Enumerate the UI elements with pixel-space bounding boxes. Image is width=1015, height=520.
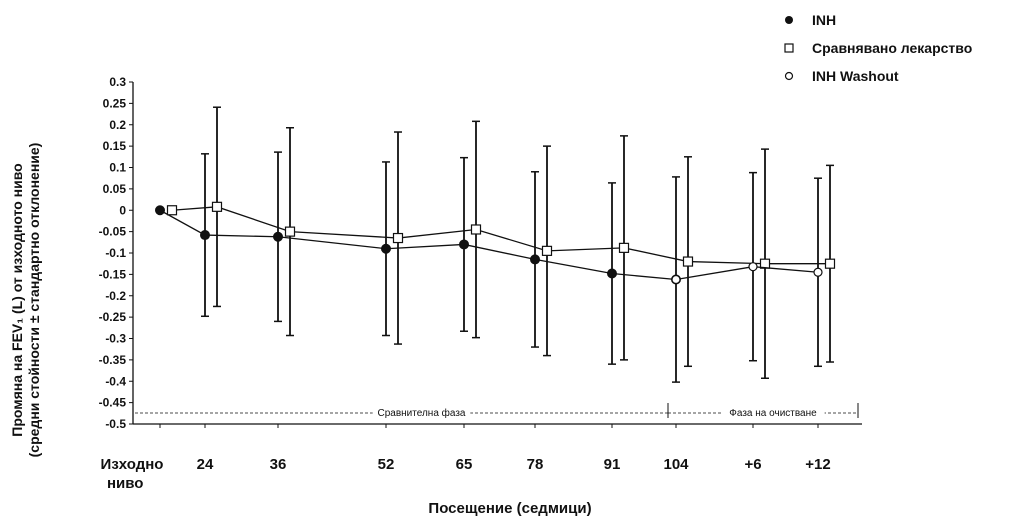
y-tick-label: -0.2 <box>105 289 126 303</box>
point-open-square <box>284 226 296 237</box>
series-line-filled-circle <box>159 209 677 281</box>
point-open-square <box>682 256 694 267</box>
point-open-square <box>541 245 553 256</box>
point-filled-circle <box>200 230 210 241</box>
y-tick-label: 0.2 <box>109 118 126 132</box>
y-axis-label-line-2: (средни стойности ± стандартно отклонени… <box>26 143 42 458</box>
series-line-open-circle <box>675 266 819 281</box>
point-open-circle <box>671 274 681 285</box>
x-tick-label: 104 <box>663 456 689 473</box>
point-open-circle <box>748 262 758 272</box>
x-tick-label-line-2: ниво <box>107 475 143 492</box>
y-tick-label: 0 <box>119 203 126 217</box>
y-tick-label: 0.05 <box>103 182 127 196</box>
phase-label-bg <box>372 406 471 418</box>
x-tick-label: 52 <box>378 456 395 473</box>
x-tick-label: 78 <box>527 456 544 473</box>
y-tick-label: -0.05 <box>99 225 127 239</box>
y-tick-label: -0.35 <box>99 353 127 367</box>
point-open-circle <box>813 267 823 277</box>
point-open-square <box>166 205 178 216</box>
point-open-square <box>392 232 404 244</box>
plot-area <box>155 106 836 383</box>
x-tick-label: +12 <box>805 456 830 473</box>
point-filled-circle <box>273 231 283 242</box>
y-axis-label-line-1: Промяна на FEV₁ (L) от изходното ниво <box>9 163 25 436</box>
x-axis-label: Посещение (седмици) <box>428 500 591 517</box>
x-tick-label: 65 <box>456 456 473 473</box>
y-tick-label: -0.4 <box>105 374 126 388</box>
y-tick-label: -0.15 <box>99 267 127 281</box>
y-tick-label: -0.1 <box>105 246 126 260</box>
point-open-square <box>211 201 223 212</box>
point-open-square <box>824 258 836 269</box>
point-open-square <box>470 224 482 235</box>
phase-label: Сравнителна фаза <box>378 407 466 419</box>
x-tick-label: 24 <box>197 456 214 473</box>
point-filled-circle <box>381 243 391 254</box>
legend-label: Сравнявано лекарство <box>812 40 972 56</box>
y-tick-label: -0.25 <box>99 310 127 324</box>
phase-annotations: Сравнителна фаза Фаза на очистване <box>135 403 859 419</box>
y-tick-label: -0.5 <box>105 417 126 431</box>
point-filled-circle <box>530 254 540 265</box>
y-tick-label: 0.15 <box>103 139 127 153</box>
x-tick-label: Изходно <box>101 456 164 473</box>
phase-label: Фаза на очистване <box>729 408 817 419</box>
y-axis: 0.3 0.25 0.2 0.15 0.1 0.05 0 -0.05 -0.1 -0.15 -0.2… <box>99 75 134 431</box>
y-tick-label: 0.3 <box>109 75 126 89</box>
point-filled-circle <box>459 239 469 250</box>
legend-label: INH <box>812 12 836 28</box>
series-line-open-square <box>171 206 830 265</box>
y-tick-label: 0.1 <box>109 161 126 175</box>
x-axis: Изходно ниво 24 36 52 65 78 91 104 +6 +12 <box>101 423 862 492</box>
point-filled-circle <box>155 205 165 216</box>
x-tick-label: 36 <box>270 456 287 473</box>
point-open-square <box>618 242 630 253</box>
x-tick-label: +6 <box>744 456 761 473</box>
phase-label-bg <box>721 406 825 418</box>
y-tick-label: -0.3 <box>105 332 126 346</box>
legend-marker-open-circle <box>784 71 794 81</box>
legend-marker-open-square <box>784 43 794 53</box>
y-axis-label: Промяна на FEV₁ (L) от изходното ниво (с… <box>9 143 42 458</box>
legend: INH Сравнявано лекарство INH Washout <box>784 12 972 84</box>
x-tick-label: 91 <box>604 456 621 473</box>
legend-label: INH Washout <box>812 68 899 84</box>
point-filled-circle <box>607 268 617 279</box>
y-tick-label: -0.45 <box>99 396 127 410</box>
legend-marker-filled-circle <box>785 16 793 24</box>
y-tick-label: 0.25 <box>103 96 127 110</box>
